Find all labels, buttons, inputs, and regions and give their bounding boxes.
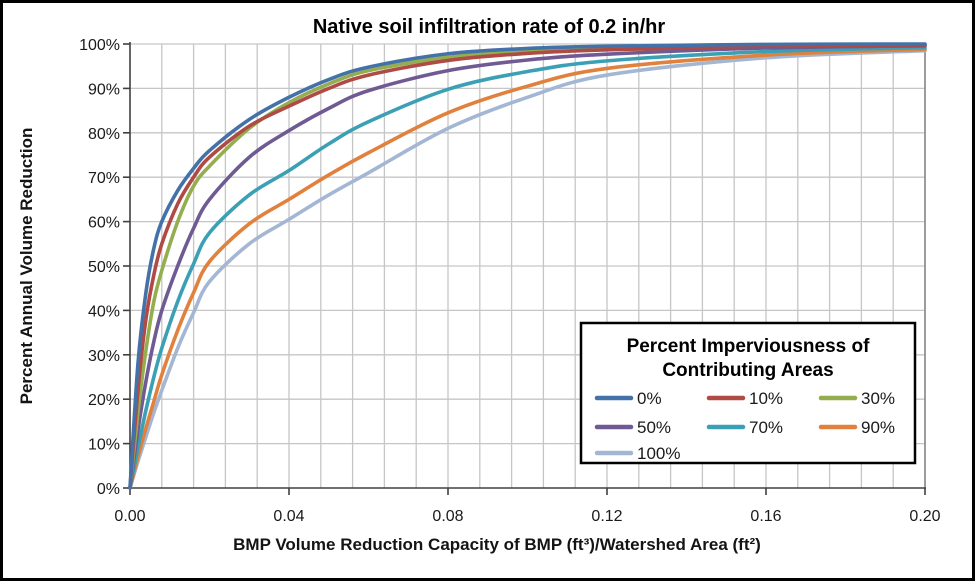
x-tick-label: 0.04 — [273, 508, 304, 525]
x-tick-label: 0.00 — [114, 508, 145, 525]
series-line-100% — [128, 48, 927, 490]
legend-label-10%: 10% — [749, 389, 783, 408]
legend: Percent Imperviousness of Contributing A… — [579, 321, 917, 465]
series-line-0% — [128, 42, 927, 490]
series-line-70% — [128, 45, 927, 490]
y-tick-label: 0% — [97, 481, 120, 498]
legend-label-50%: 50% — [637, 418, 671, 437]
y-tick-label: 10% — [88, 437, 120, 454]
legend-title-line1: Percent Imperviousness of — [627, 336, 871, 357]
legend-label-0%: 0% — [637, 389, 662, 408]
y-tick-label: 20% — [88, 392, 120, 409]
x-axis-title: BMP Volume Reduction Capacity of BMP (ft… — [233, 535, 761, 554]
chart-title: Native soil infiltration rate of 0.2 in/… — [313, 16, 666, 38]
x-tick-label: 0.20 — [909, 508, 940, 525]
series-line-90% — [128, 47, 927, 490]
series-line-10% — [128, 43, 927, 490]
axes — [123, 42, 926, 495]
y-tick-labels: 0% 10% 20% 30% 40% 50% 60% 70% 80% 90% 100% — [79, 37, 120, 498]
y-tick-label: 70% — [88, 170, 120, 187]
x-tick-label: 0.16 — [750, 508, 781, 525]
x-tick-label: 0.12 — [591, 508, 622, 525]
x-tick-labels: 0.00 0.04 0.08 0.12 0.16 0.20 — [114, 508, 940, 525]
series-lines — [128, 42, 927, 490]
series-line-50% — [128, 43, 927, 490]
legend-label-70%: 70% — [749, 418, 783, 437]
y-tick-label: 30% — [88, 348, 120, 365]
y-tick-label: 80% — [88, 126, 120, 143]
legend-box — [579, 321, 917, 465]
y-tick-label: 100% — [79, 37, 120, 54]
y-tick-label: 90% — [88, 81, 120, 98]
legend-label-30%: 30% — [861, 389, 895, 408]
y-axis-title: Percent Annual Volume Reduction — [17, 128, 36, 405]
y-tick-label: 60% — [88, 215, 120, 232]
legend-items: 0% 10% 30% 50% 70% 90% 100% — [594, 389, 895, 463]
legend-title-line2: Contributing Areas — [662, 360, 833, 381]
legend-label-90%: 90% — [861, 418, 895, 437]
y-tick-label: 40% — [88, 303, 120, 320]
y-tick-label: 50% — [88, 259, 120, 276]
x-tick-label: 0.08 — [432, 508, 463, 525]
legend-label-100%: 100% — [637, 444, 680, 463]
